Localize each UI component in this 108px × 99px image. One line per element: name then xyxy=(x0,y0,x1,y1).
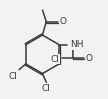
Text: O: O xyxy=(86,54,93,63)
Text: Cl: Cl xyxy=(8,72,17,81)
Text: Cl: Cl xyxy=(51,55,59,64)
Text: O: O xyxy=(60,17,67,26)
Text: NH: NH xyxy=(70,40,84,49)
Text: Cl: Cl xyxy=(42,84,51,93)
